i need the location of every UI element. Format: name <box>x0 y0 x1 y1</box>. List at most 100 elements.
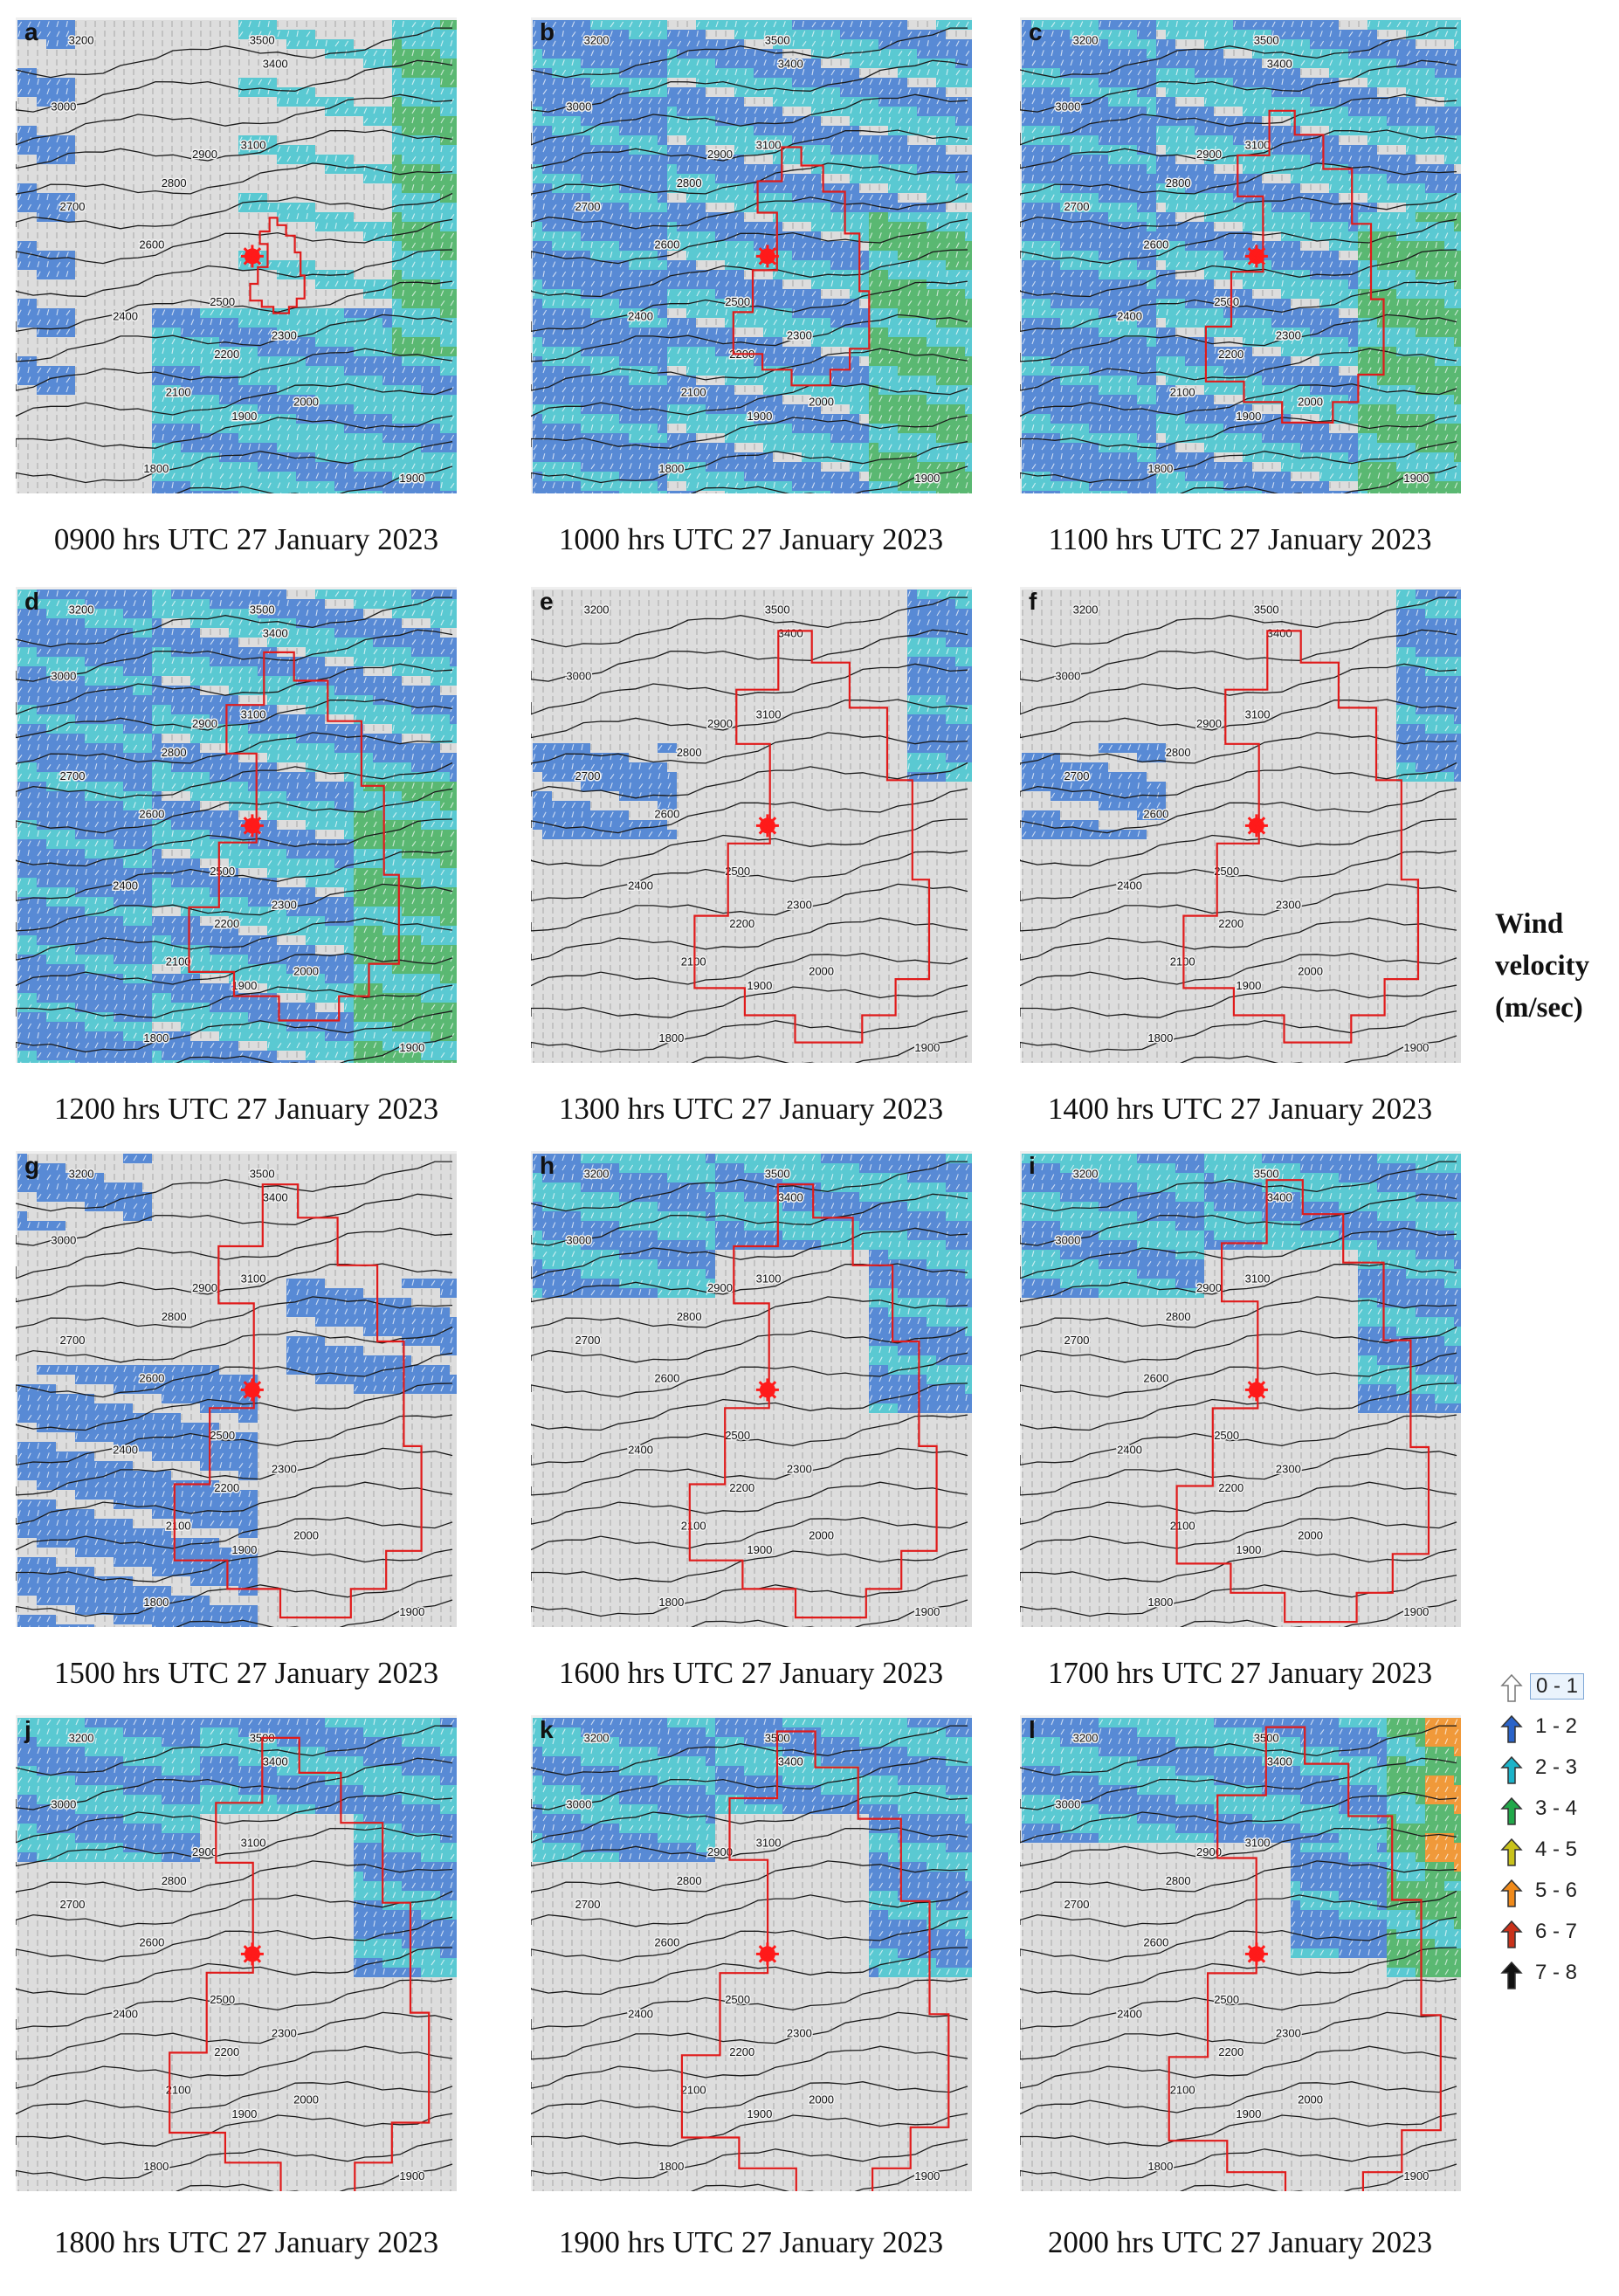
contour-label: 3200 <box>1073 33 1099 46</box>
ignition-point-icon <box>240 245 264 268</box>
contour-label: 2900 <box>707 1281 733 1294</box>
contour-label: 2600 <box>139 1936 164 1949</box>
map-panel-a: 3200 3500 3400 3000 2900 3100 2800 2700 2600 2500… <box>16 17 457 493</box>
wind-arrow-field <box>17 590 457 1063</box>
wind-field-map: 3200 350034003000290031002800270026002500… <box>16 17 457 493</box>
elevation-contours <box>1020 1161 1457 1627</box>
panel-letter: h <box>540 1152 555 1179</box>
legend-label: 2 - 3 <box>1535 1755 1577 1780</box>
legend-entry: 7 - 8 <box>1495 1959 1617 1994</box>
contour-label: 2200 <box>1218 2045 1244 2058</box>
wind-arrow-field <box>1022 590 1461 1063</box>
wind-arrow-icon <box>1500 1920 1523 1948</box>
contour-label: 2600 <box>139 808 164 821</box>
fire-perimeter <box>680 1730 950 2191</box>
contour-label: 3500 <box>250 603 275 616</box>
contour-label: 2300 <box>1276 328 1301 341</box>
ignition-point-icon <box>240 814 264 838</box>
contour-label: 3500 <box>250 1167 275 1180</box>
legend-title-line1: Wind <box>1495 908 1563 941</box>
contour-label: 3100 <box>756 1272 782 1285</box>
legend-title-line3: (m/sec) <box>1495 992 1583 1024</box>
contour-label: 2700 <box>575 1898 601 1911</box>
elevation-contours <box>1020 596 1457 1063</box>
ignition-point-icon <box>755 1942 779 1966</box>
contour-label: 2700 <box>60 1334 86 1347</box>
contour-label: 2900 <box>192 717 217 730</box>
map-panel-f: 3200 3500 3400 3000 2900 3100 2800 2700 2600 2500… <box>1020 587 1461 1063</box>
contour-label: 2400 <box>113 309 138 322</box>
contour-label: 2600 <box>1143 238 1168 252</box>
wind-field-map: 3200 350034003000290031002800270026002500… <box>16 587 457 1063</box>
contour-label: 2300 <box>787 2026 812 2039</box>
contour-label: 2900 <box>1196 1845 1222 1858</box>
contour-label: 2100 <box>681 2084 706 2097</box>
contour-label: 2000 <box>1298 1529 1323 1542</box>
contour-label: 1800 <box>658 462 684 475</box>
contour-label: 2300 <box>272 2026 297 2039</box>
panel-letter: j <box>24 1716 31 1743</box>
ignition-point-icon <box>1244 245 1268 268</box>
contour-label: 3100 <box>1245 1272 1271 1285</box>
contour-label: 2900 <box>192 148 217 161</box>
contour-label: 1900 <box>231 2107 257 2120</box>
contour-label: 2600 <box>1143 808 1168 821</box>
contour-label: 2600 <box>654 238 679 252</box>
contour-label: 1800 <box>658 2160 684 2173</box>
contour-label: 1900 <box>747 2107 772 2120</box>
contour-label: 1900 <box>914 1041 940 1054</box>
panel-caption: 1800 hrs UTC 27 January 2023 <box>28 2225 465 2260</box>
panel-caption: 1100 hrs UTC 27 January 2023 <box>1022 522 1458 557</box>
wind-field-map: 3200 350034003000290031002800270026002500… <box>531 1715 972 2191</box>
contour-label: 1900 <box>1236 2107 1261 2120</box>
elevation-contours <box>531 596 968 1063</box>
contour-label: 3500 <box>765 33 790 46</box>
legend-label: 6 - 7 <box>1535 1920 1577 1944</box>
wind-field-map: 3200 350034003000290031002800270026002500… <box>1020 17 1461 493</box>
contour-label: 2200 <box>1218 917 1244 930</box>
ignition-point-icon <box>240 1378 264 1402</box>
contour-label: 2900 <box>192 1281 217 1294</box>
panel-caption: 1200 hrs UTC 27 January 2023 <box>28 1092 465 1127</box>
contour-label: 2400 <box>113 2007 138 2020</box>
wind-field-map: 3200 350034003000290031002800270026002500… <box>531 587 972 1063</box>
panel-caption: 1600 hrs UTC 27 January 2023 <box>533 1656 969 1691</box>
map-panel-g: 3200 3500 3400 3000 2900 3100 2800 2700 2600 2500… <box>16 1151 457 1627</box>
legend-entry: 2 - 3 <box>1495 1754 1617 1789</box>
map-panel-k: 3200 3500 3400 3000 2900 3100 2800 2700 2600 2500… <box>531 1715 972 2191</box>
contour-label: 2800 <box>677 746 702 759</box>
contour-label: 2400 <box>1117 1443 1142 1456</box>
panel-caption: 1300 hrs UTC 27 January 2023 <box>533 1092 969 1127</box>
contour-label: 3200 <box>69 33 94 46</box>
elevation-contours <box>531 1725 968 2191</box>
legend-label: 4 - 5 <box>1535 1837 1577 1862</box>
contour-label: 2800 <box>677 1310 702 1323</box>
contour-label: 2600 <box>654 1372 679 1385</box>
contour-label: 2500 <box>725 1429 750 1442</box>
panel-letter: l <box>1029 1716 1036 1743</box>
panel-letter: g <box>24 1152 39 1179</box>
contour-label: 2400 <box>628 2007 653 2020</box>
wind-arrow-field <box>533 20 972 493</box>
fire-perimeter <box>1168 1726 1442 2191</box>
contour-label: 2000 <box>1298 965 1323 978</box>
contour-label: 1900 <box>399 472 424 485</box>
panel-letter: e <box>540 588 554 615</box>
map-panel-j: 3200 3500 3400 3000 2900 3100 2800 2700 2600 2500… <box>16 1715 457 2191</box>
panel-caption: 1700 hrs UTC 27 January 2023 <box>1022 1656 1458 1691</box>
contour-label: 3200 <box>584 33 610 46</box>
wind-arrow-field <box>533 590 972 1063</box>
legend-label: 0 - 1 <box>1530 1673 1585 1700</box>
contour-label: 3500 <box>765 603 790 616</box>
contour-label: 2000 <box>1298 2093 1323 2106</box>
contour-label: 3000 <box>566 1798 591 1811</box>
contour-label: 3200 <box>584 1167 610 1180</box>
contour-label: 2500 <box>210 1993 235 2006</box>
contour-label: 2600 <box>654 808 679 821</box>
contour-label: 2400 <box>628 309 653 322</box>
contour-label: 2900 <box>192 1845 217 1858</box>
wind-arrow-icon <box>1500 1673 1523 1702</box>
legend-entry: 4 - 5 <box>1495 1836 1617 1871</box>
contour-label: 2700 <box>1064 769 1090 783</box>
panel-caption: 1900 hrs UTC 27 January 2023 <box>533 2225 969 2260</box>
